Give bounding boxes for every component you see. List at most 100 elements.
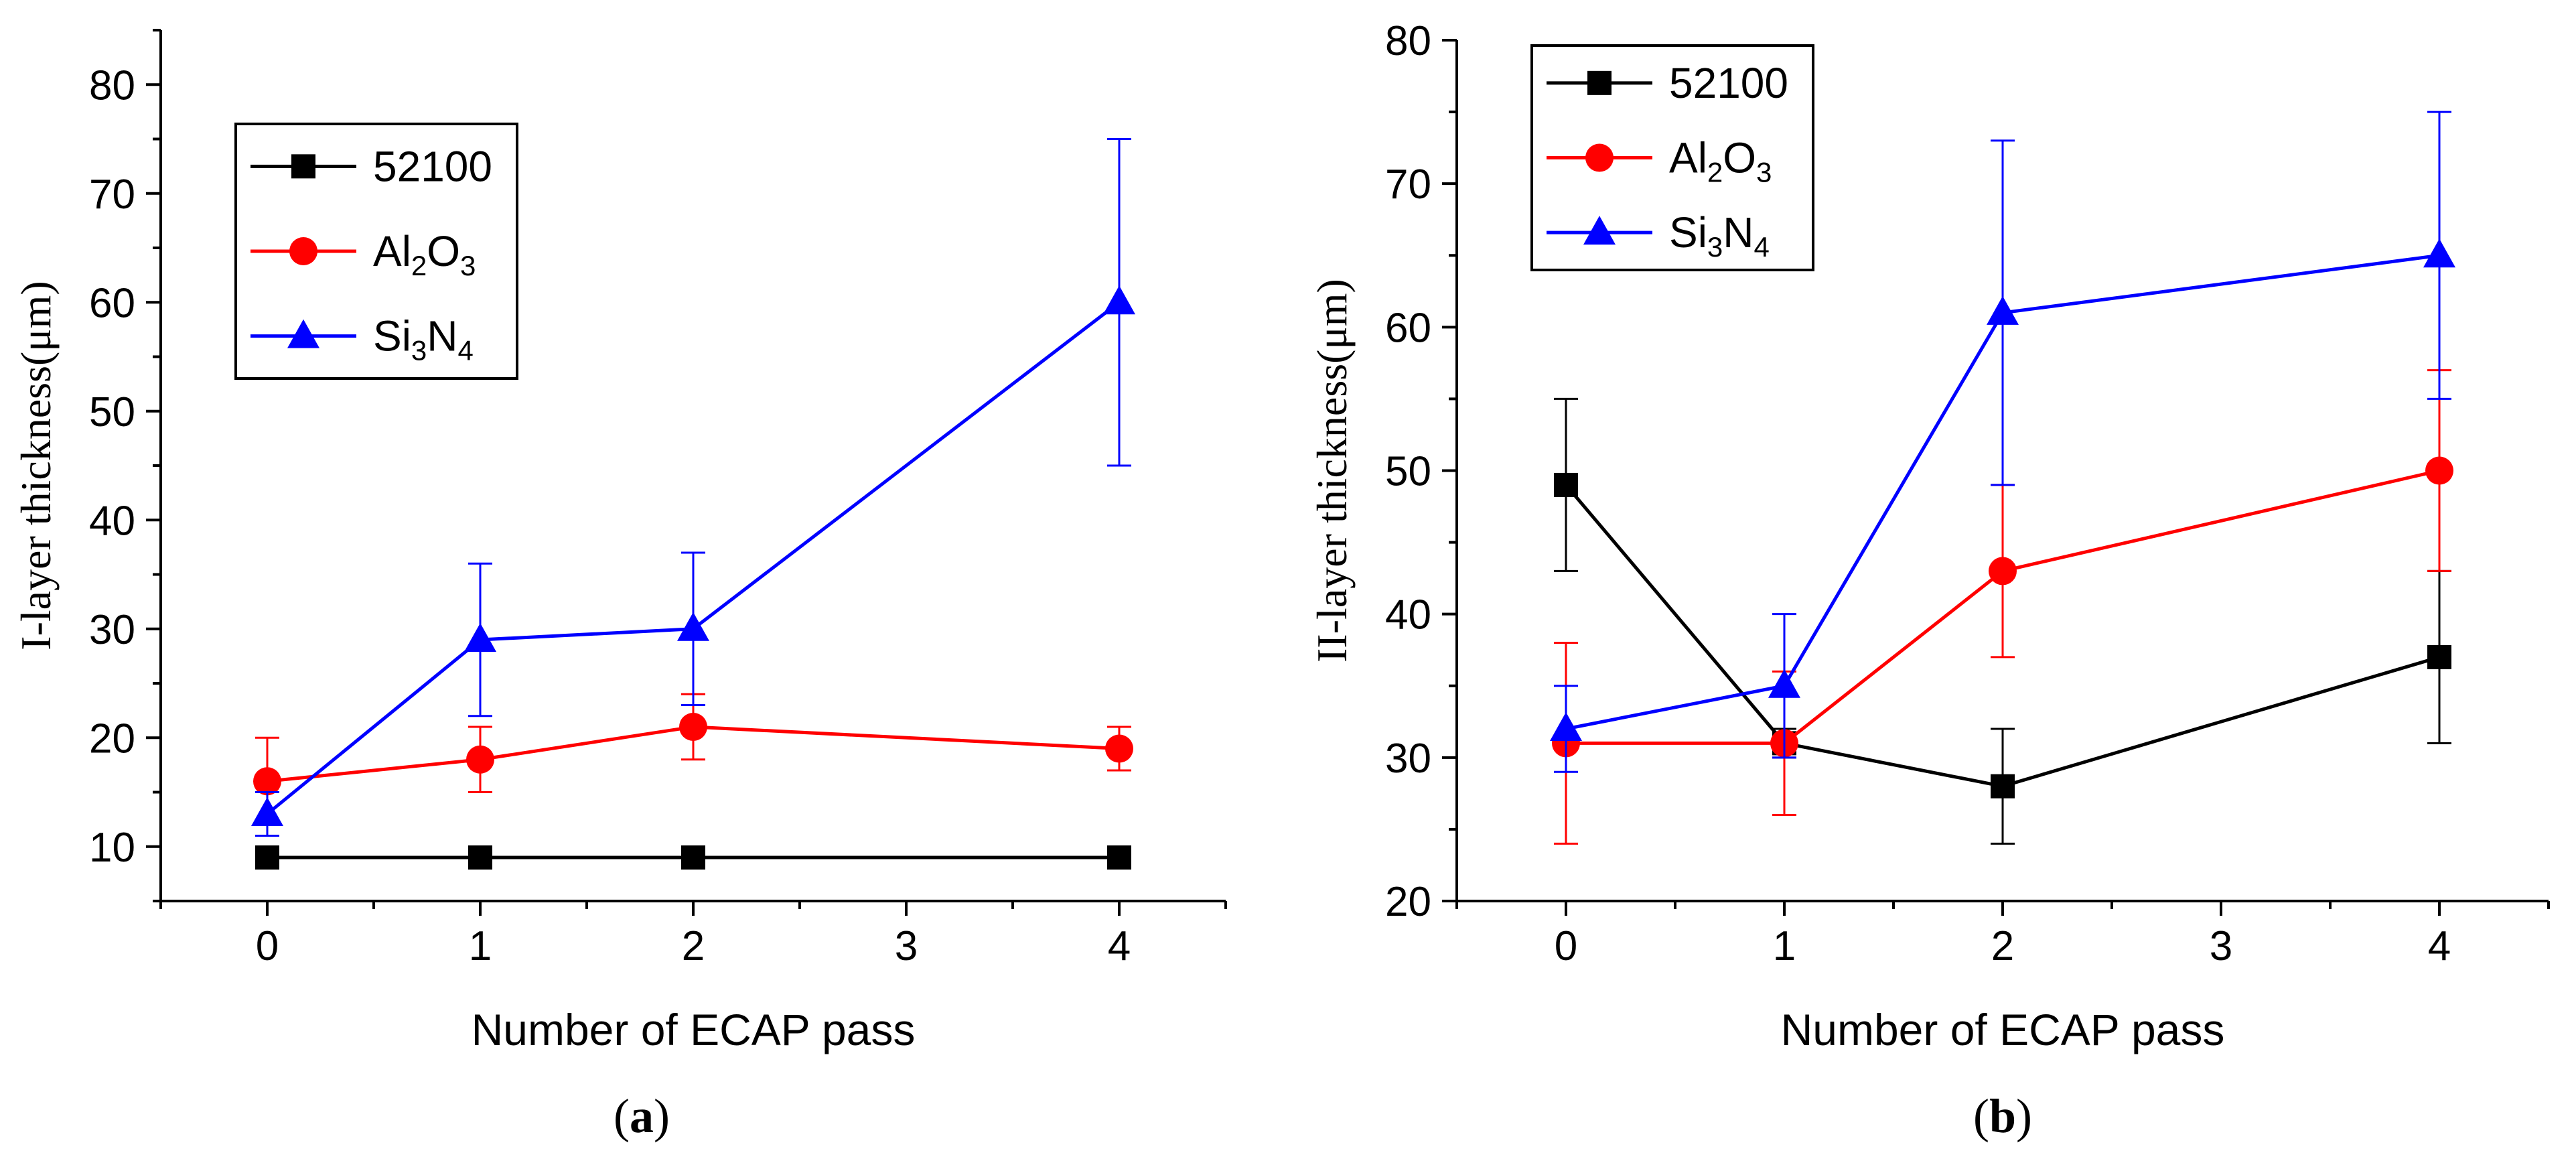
y-tick-label: 70 xyxy=(1385,161,1431,208)
y-axis-title: I-layer thickness(μm) xyxy=(12,281,60,650)
y-tick-label: 10 xyxy=(89,825,135,871)
x-tick-label: 1 xyxy=(469,923,492,969)
data-point xyxy=(1554,472,1578,497)
legend-subscript: 3 xyxy=(1707,231,1723,263)
legend-marker xyxy=(1587,70,1612,95)
legend-subscript: 4 xyxy=(457,335,473,366)
legend-text-part: N xyxy=(427,312,457,360)
legend-text-part: 52100 xyxy=(373,142,492,190)
data-point xyxy=(1107,845,1131,870)
legend-text-part: Si xyxy=(1669,208,1707,257)
series-al2o3 xyxy=(253,693,1133,796)
y-tick-label: 60 xyxy=(1385,305,1431,351)
y-tick-label: 20 xyxy=(89,715,135,762)
y-tick-label: 70 xyxy=(89,171,135,218)
x-tick-label: 2 xyxy=(682,923,705,969)
data-point xyxy=(253,767,281,796)
x-tick-label: 3 xyxy=(2210,923,2232,969)
data-point xyxy=(679,713,707,741)
legend-marker xyxy=(287,319,319,348)
legend-text-part: 52100 xyxy=(1669,59,1788,107)
data-point xyxy=(468,845,492,870)
series-si3n4 xyxy=(1550,111,2455,773)
data-point xyxy=(1105,734,1133,763)
x-axis-title: Number of ECAP pass xyxy=(1781,1005,2225,1054)
data-point xyxy=(1987,295,2019,325)
legend-label: Si3N4 xyxy=(373,312,474,366)
data-point xyxy=(251,797,283,826)
y-tick-label: 40 xyxy=(1385,592,1431,638)
series-si3n4 xyxy=(251,138,1135,837)
series-52100 xyxy=(255,845,1131,870)
series-line xyxy=(1565,484,2440,788)
y-tick-label: 40 xyxy=(89,498,135,544)
legend-text-part: Si xyxy=(373,312,411,360)
legend-text-part: N xyxy=(1723,208,1754,257)
series-line xyxy=(266,301,1121,815)
y-tick-label: 30 xyxy=(1385,736,1431,782)
x-tick-label: 3 xyxy=(895,923,918,969)
panel-label-open: ( xyxy=(614,1089,630,1143)
legend-text-part: Al xyxy=(1669,134,1707,182)
legend-label: Si3N4 xyxy=(1669,208,1770,263)
y-tick-label: 30 xyxy=(89,607,135,653)
legend-text-part: O xyxy=(1723,134,1756,182)
data-point xyxy=(1103,285,1135,315)
y-tick-label: 50 xyxy=(89,389,135,435)
data-point xyxy=(2423,238,2455,268)
data-point xyxy=(677,612,709,641)
y-tick-label: 80 xyxy=(1385,18,1431,64)
legend-subscript: 3 xyxy=(460,250,476,281)
series-line xyxy=(1566,469,2440,745)
legend-subscript: 4 xyxy=(1754,231,1769,263)
legend-subscript: 2 xyxy=(1707,157,1723,188)
y-tick-label: 20 xyxy=(1385,879,1431,925)
x-tick-label: 1 xyxy=(1773,923,1796,969)
y-axis-title: II-layer thickness(μm) xyxy=(1308,279,1356,663)
legend-marker xyxy=(1583,216,1616,245)
data-point xyxy=(255,845,279,870)
legend-text-part: O xyxy=(427,227,460,275)
data-point xyxy=(464,623,496,652)
x-tick-label: 0 xyxy=(256,923,279,969)
legend-label: 52100 xyxy=(373,142,492,190)
panel-label-open: ( xyxy=(1973,1089,1989,1143)
x-axis-title: Number of ECAP pass xyxy=(472,1005,916,1054)
panel-label-letter: b xyxy=(1989,1089,2016,1143)
panel-label-letter: a xyxy=(630,1089,654,1143)
series-line xyxy=(267,725,1120,783)
data-point xyxy=(2425,456,2453,485)
y-tick-label: 60 xyxy=(89,280,135,326)
x-tick-label: 0 xyxy=(1555,923,1577,969)
data-point xyxy=(466,745,494,774)
x-tick-label: 4 xyxy=(2428,923,2451,969)
y-tick-label: 80 xyxy=(89,62,135,109)
data-point xyxy=(1768,669,1800,698)
legend-label: 52100 xyxy=(1669,59,1788,107)
data-point xyxy=(2427,644,2451,669)
data-point xyxy=(1989,557,2017,586)
data-point xyxy=(1550,712,1582,741)
legend-marker xyxy=(289,237,317,265)
legend-label: Al2O3 xyxy=(1669,134,1772,188)
legend-marker xyxy=(291,154,315,179)
panel-label: (b) xyxy=(1973,1089,2032,1143)
data-point xyxy=(681,845,705,870)
series-line xyxy=(1565,253,2440,731)
y-tick-label: 50 xyxy=(1385,449,1431,495)
legend-subscript: 2 xyxy=(411,250,427,281)
panel-label-close: ) xyxy=(2016,1089,2032,1143)
x-tick-label: 2 xyxy=(1991,923,2014,969)
x-tick-label: 4 xyxy=(1108,923,1131,969)
legend-text-part: Al xyxy=(373,227,411,275)
legend-subscript: 3 xyxy=(411,335,427,366)
legend-subscript: 3 xyxy=(1756,157,1772,188)
data-point xyxy=(1991,774,2015,799)
legend-label: Al2O3 xyxy=(373,227,476,281)
panel-label: (a) xyxy=(614,1089,670,1143)
